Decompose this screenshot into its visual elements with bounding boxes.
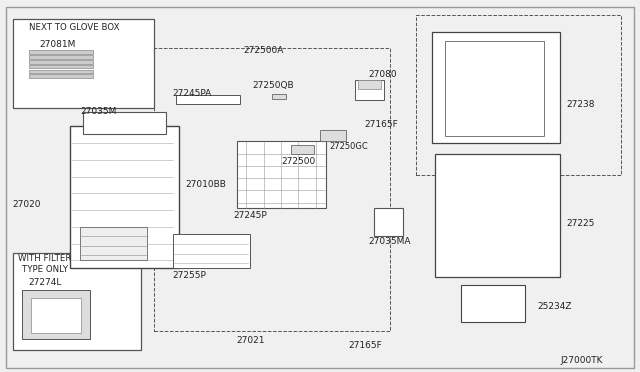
Bar	[432, 32, 560, 143]
Bar	[13, 253, 141, 350]
Text: 27080: 27080	[368, 70, 397, 79]
Bar	[416, 15, 621, 175]
Text: 27035M: 27035M	[80, 107, 116, 116]
Text: WITH FILTER: WITH FILTER	[18, 254, 72, 263]
Text: 27250GC: 27250GC	[330, 142, 369, 151]
Bar	[154, 48, 390, 331]
Text: 27238: 27238	[566, 100, 595, 109]
Bar	[176, 95, 240, 104]
Bar	[435, 154, 560, 277]
Text: 272500A: 272500A	[243, 46, 284, 55]
Bar	[272, 94, 286, 99]
Text: J27000TK: J27000TK	[560, 356, 602, 365]
Text: 27245PA: 27245PA	[173, 89, 212, 97]
Bar	[374, 208, 403, 236]
Bar	[22, 290, 90, 339]
Text: 27245P: 27245P	[234, 211, 268, 220]
Bar	[29, 50, 93, 54]
Bar	[445, 41, 544, 136]
Text: 27255P: 27255P	[173, 271, 207, 280]
Bar	[29, 55, 93, 59]
Text: TYPE ONLY: TYPE ONLY	[22, 265, 68, 274]
Text: 27274L: 27274L	[28, 278, 61, 287]
Bar	[13, 19, 154, 108]
Text: 27021: 27021	[237, 336, 266, 345]
Circle shape	[356, 114, 367, 120]
Text: 25234Z: 25234Z	[538, 302, 572, 311]
Circle shape	[459, 315, 469, 321]
Text: 272500: 272500	[282, 157, 316, 166]
Text: 27010BB: 27010BB	[186, 180, 227, 189]
Bar	[80, 227, 147, 260]
Circle shape	[516, 315, 527, 321]
Bar	[237, 141, 326, 208]
Bar	[173, 234, 250, 268]
Text: 27250QB: 27250QB	[253, 81, 294, 90]
Circle shape	[478, 208, 510, 227]
Text: 27165F: 27165F	[349, 341, 383, 350]
Text: 27225: 27225	[566, 219, 595, 228]
Bar	[291, 145, 314, 154]
Text: NEXT TO GLOVE BOX: NEXT TO GLOVE BOX	[29, 23, 119, 32]
Bar	[70, 126, 179, 268]
Bar	[29, 70, 93, 73]
Bar	[29, 74, 93, 78]
Bar	[461, 285, 525, 322]
Circle shape	[363, 336, 373, 341]
Bar	[355, 80, 384, 100]
Text: 27081M: 27081M	[40, 40, 76, 49]
Text: 27035MA: 27035MA	[368, 237, 410, 246]
Bar	[83, 112, 166, 134]
Text: 27020: 27020	[13, 200, 42, 209]
Bar	[358, 80, 381, 89]
Bar	[29, 65, 93, 68]
Text: 27165F: 27165F	[365, 120, 399, 129]
Bar	[320, 130, 346, 141]
Bar	[29, 60, 93, 64]
Bar	[31, 298, 81, 333]
